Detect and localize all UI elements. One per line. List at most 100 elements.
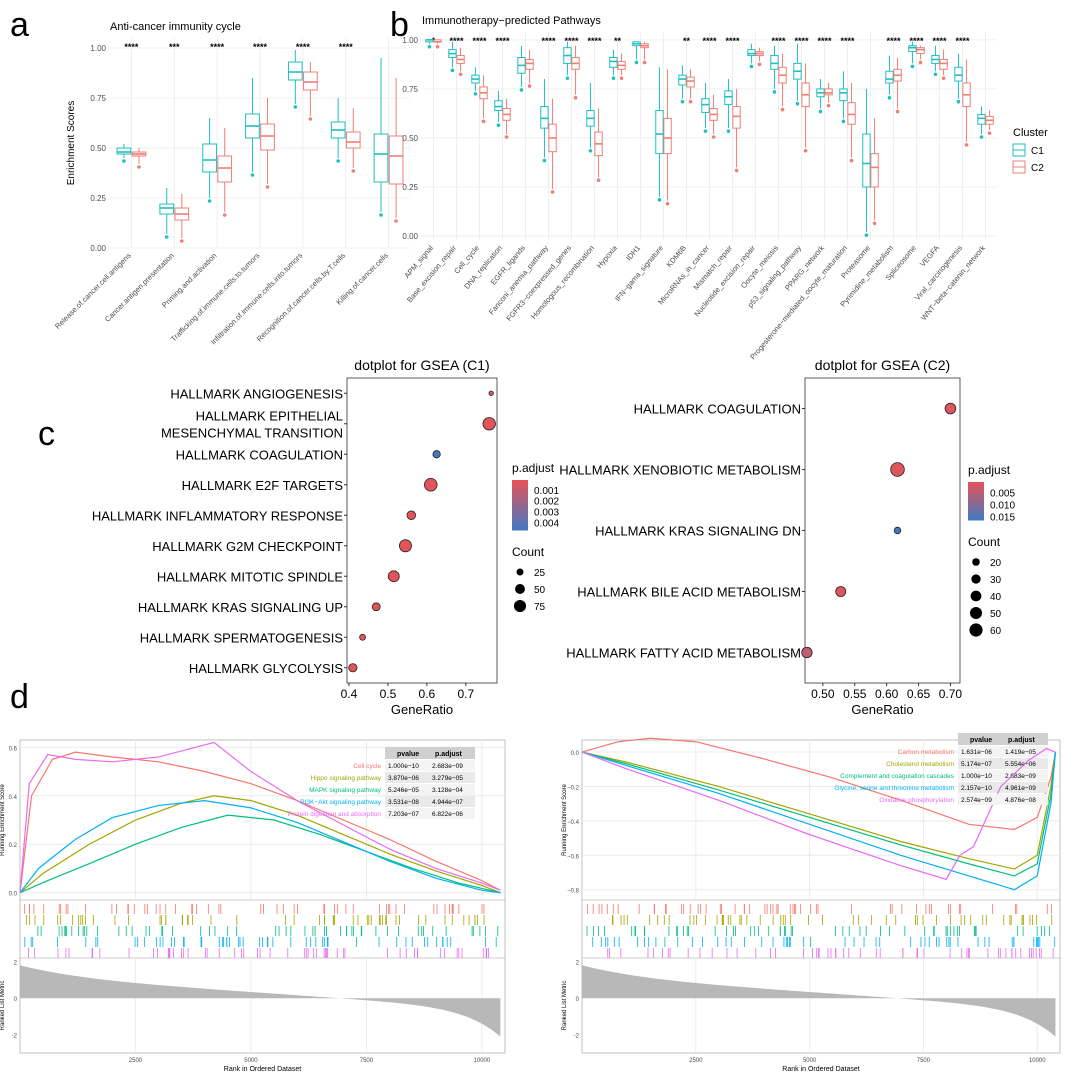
box-C2 xyxy=(303,62,318,121)
box-iqr xyxy=(977,113,986,125)
significance-label: **** xyxy=(541,36,556,46)
box-outlier xyxy=(450,68,455,73)
y-tick-label: 0.4 xyxy=(9,795,18,801)
y-axis-label: Running Enrichment Score xyxy=(0,783,6,855)
colorbar-segment xyxy=(968,516,984,519)
x-tick-label: 0.55 xyxy=(843,687,867,701)
color-legend-title: p.adjust xyxy=(968,463,1011,477)
box-C1 xyxy=(977,106,986,139)
significance-label: **** xyxy=(725,36,740,46)
x-tick-label: 0.50 xyxy=(811,687,835,701)
size-legend-dot xyxy=(971,574,981,584)
panel-a-immunity-cycle-boxplot: Anti-cancer immunity cycle Enrichment Sco… xyxy=(53,21,410,346)
box-outlier xyxy=(772,90,777,94)
colorbar-segment xyxy=(512,507,528,511)
significance-label: **** xyxy=(794,36,809,46)
colorbar-tick-label: 0.010 xyxy=(990,501,1015,512)
box-iqr xyxy=(824,88,833,96)
x-tick-label: Recognition.of.cancer.cells.by.T.cells xyxy=(255,251,348,344)
box-iqr xyxy=(847,102,856,125)
table-row-bg xyxy=(385,760,475,771)
box-C2 xyxy=(217,128,233,217)
y-category-label: HALLMARK KRAS SIGNALING DN xyxy=(595,524,801,539)
significance-label: **** xyxy=(472,36,487,46)
box-C2 xyxy=(571,45,580,100)
box-C1 xyxy=(425,39,434,49)
dot-point xyxy=(944,402,957,415)
box-iqr xyxy=(939,58,948,70)
colorbar-segment xyxy=(512,480,528,483)
box-C2 xyxy=(893,57,902,114)
size-legend-dot xyxy=(515,584,525,594)
box-outlier xyxy=(473,92,478,96)
box-C1 xyxy=(471,67,480,96)
y-category-label: HALLMARK BILE ACID METABOLISM xyxy=(577,585,801,600)
box-iqr xyxy=(885,70,894,84)
box-outlier xyxy=(293,105,298,109)
box-C1 xyxy=(816,79,825,114)
colorbar-segment xyxy=(512,485,528,488)
chart-title: dotplot for GSEA (C1) xyxy=(354,357,489,373)
dot-point xyxy=(488,390,494,396)
pvalue-cell: 3.531e−08 xyxy=(388,799,419,806)
colorbar-segment xyxy=(512,482,528,486)
colorbar-tick-label: 0.015 xyxy=(990,512,1015,523)
dot-point xyxy=(371,602,381,612)
box-C1 xyxy=(330,98,346,163)
table-row-bg xyxy=(958,758,1048,769)
y-tick-label: 0.50 xyxy=(90,144,106,153)
box-outlier xyxy=(803,148,808,153)
box-iqr xyxy=(839,88,848,102)
metric-tick-label: 2 xyxy=(14,961,18,967)
ranked-list-metric-area xyxy=(582,965,1056,1037)
box-C2 xyxy=(548,98,557,194)
box-outlier xyxy=(711,135,716,139)
box-C2 xyxy=(985,110,994,135)
box-outlier xyxy=(394,219,398,223)
box-outlier xyxy=(864,233,869,237)
x-tick-label: Cancer.antigen.presentation xyxy=(103,251,176,324)
metric-tick-label: 2 xyxy=(576,961,580,967)
box-C2 xyxy=(433,39,442,49)
colorbar-segment xyxy=(512,517,528,521)
colorbar-segment xyxy=(512,495,528,498)
box-C1 xyxy=(116,144,132,163)
colorbar-tick-label: 0.004 xyxy=(534,518,559,529)
y-axis-label: Running Enrichment Score xyxy=(562,783,568,855)
colorbar-segment xyxy=(968,487,984,491)
box-C1 xyxy=(632,41,641,65)
significance-label: **** xyxy=(210,42,225,52)
box-C1 xyxy=(793,43,802,106)
x-tick-label: 7500 xyxy=(917,1058,931,1064)
colorbar-segment xyxy=(968,491,984,494)
running-score-line xyxy=(19,795,501,894)
box-iqr xyxy=(770,55,779,70)
box-C1 xyxy=(245,78,260,177)
box-iqr xyxy=(870,153,879,188)
panel-letter-b: b xyxy=(390,6,409,44)
chart-title: Immunotherapy−predicted Pathways xyxy=(422,15,601,27)
table-row-bg xyxy=(385,796,475,807)
box-outlier xyxy=(933,72,938,77)
box-outlier xyxy=(726,129,731,133)
box-outlier xyxy=(250,173,255,177)
box-C1 xyxy=(908,41,917,69)
box-outlier xyxy=(527,84,532,88)
y-tick-label: 0.00 xyxy=(90,244,106,253)
y-tick-label: 0.00 xyxy=(402,232,418,241)
box-C1 xyxy=(701,83,710,133)
y-tick-label: 0.75 xyxy=(402,85,418,94)
box-outlier xyxy=(757,62,762,67)
box-outlier xyxy=(565,76,570,80)
box-iqr xyxy=(540,106,549,129)
x-tick-label: 10000 xyxy=(474,1058,491,1064)
colorbar-segment xyxy=(968,512,984,515)
box-C1 xyxy=(202,118,217,203)
y-tick-label: 0.50 xyxy=(402,134,418,143)
box-C1 xyxy=(494,90,503,128)
padjust-cell: 3.128e−04 xyxy=(432,787,463,794)
running-score-line xyxy=(581,747,1056,881)
y-tick-label: 0.25 xyxy=(402,183,418,192)
size-legend-label: 40 xyxy=(990,592,1002,603)
box-C1 xyxy=(770,45,779,94)
